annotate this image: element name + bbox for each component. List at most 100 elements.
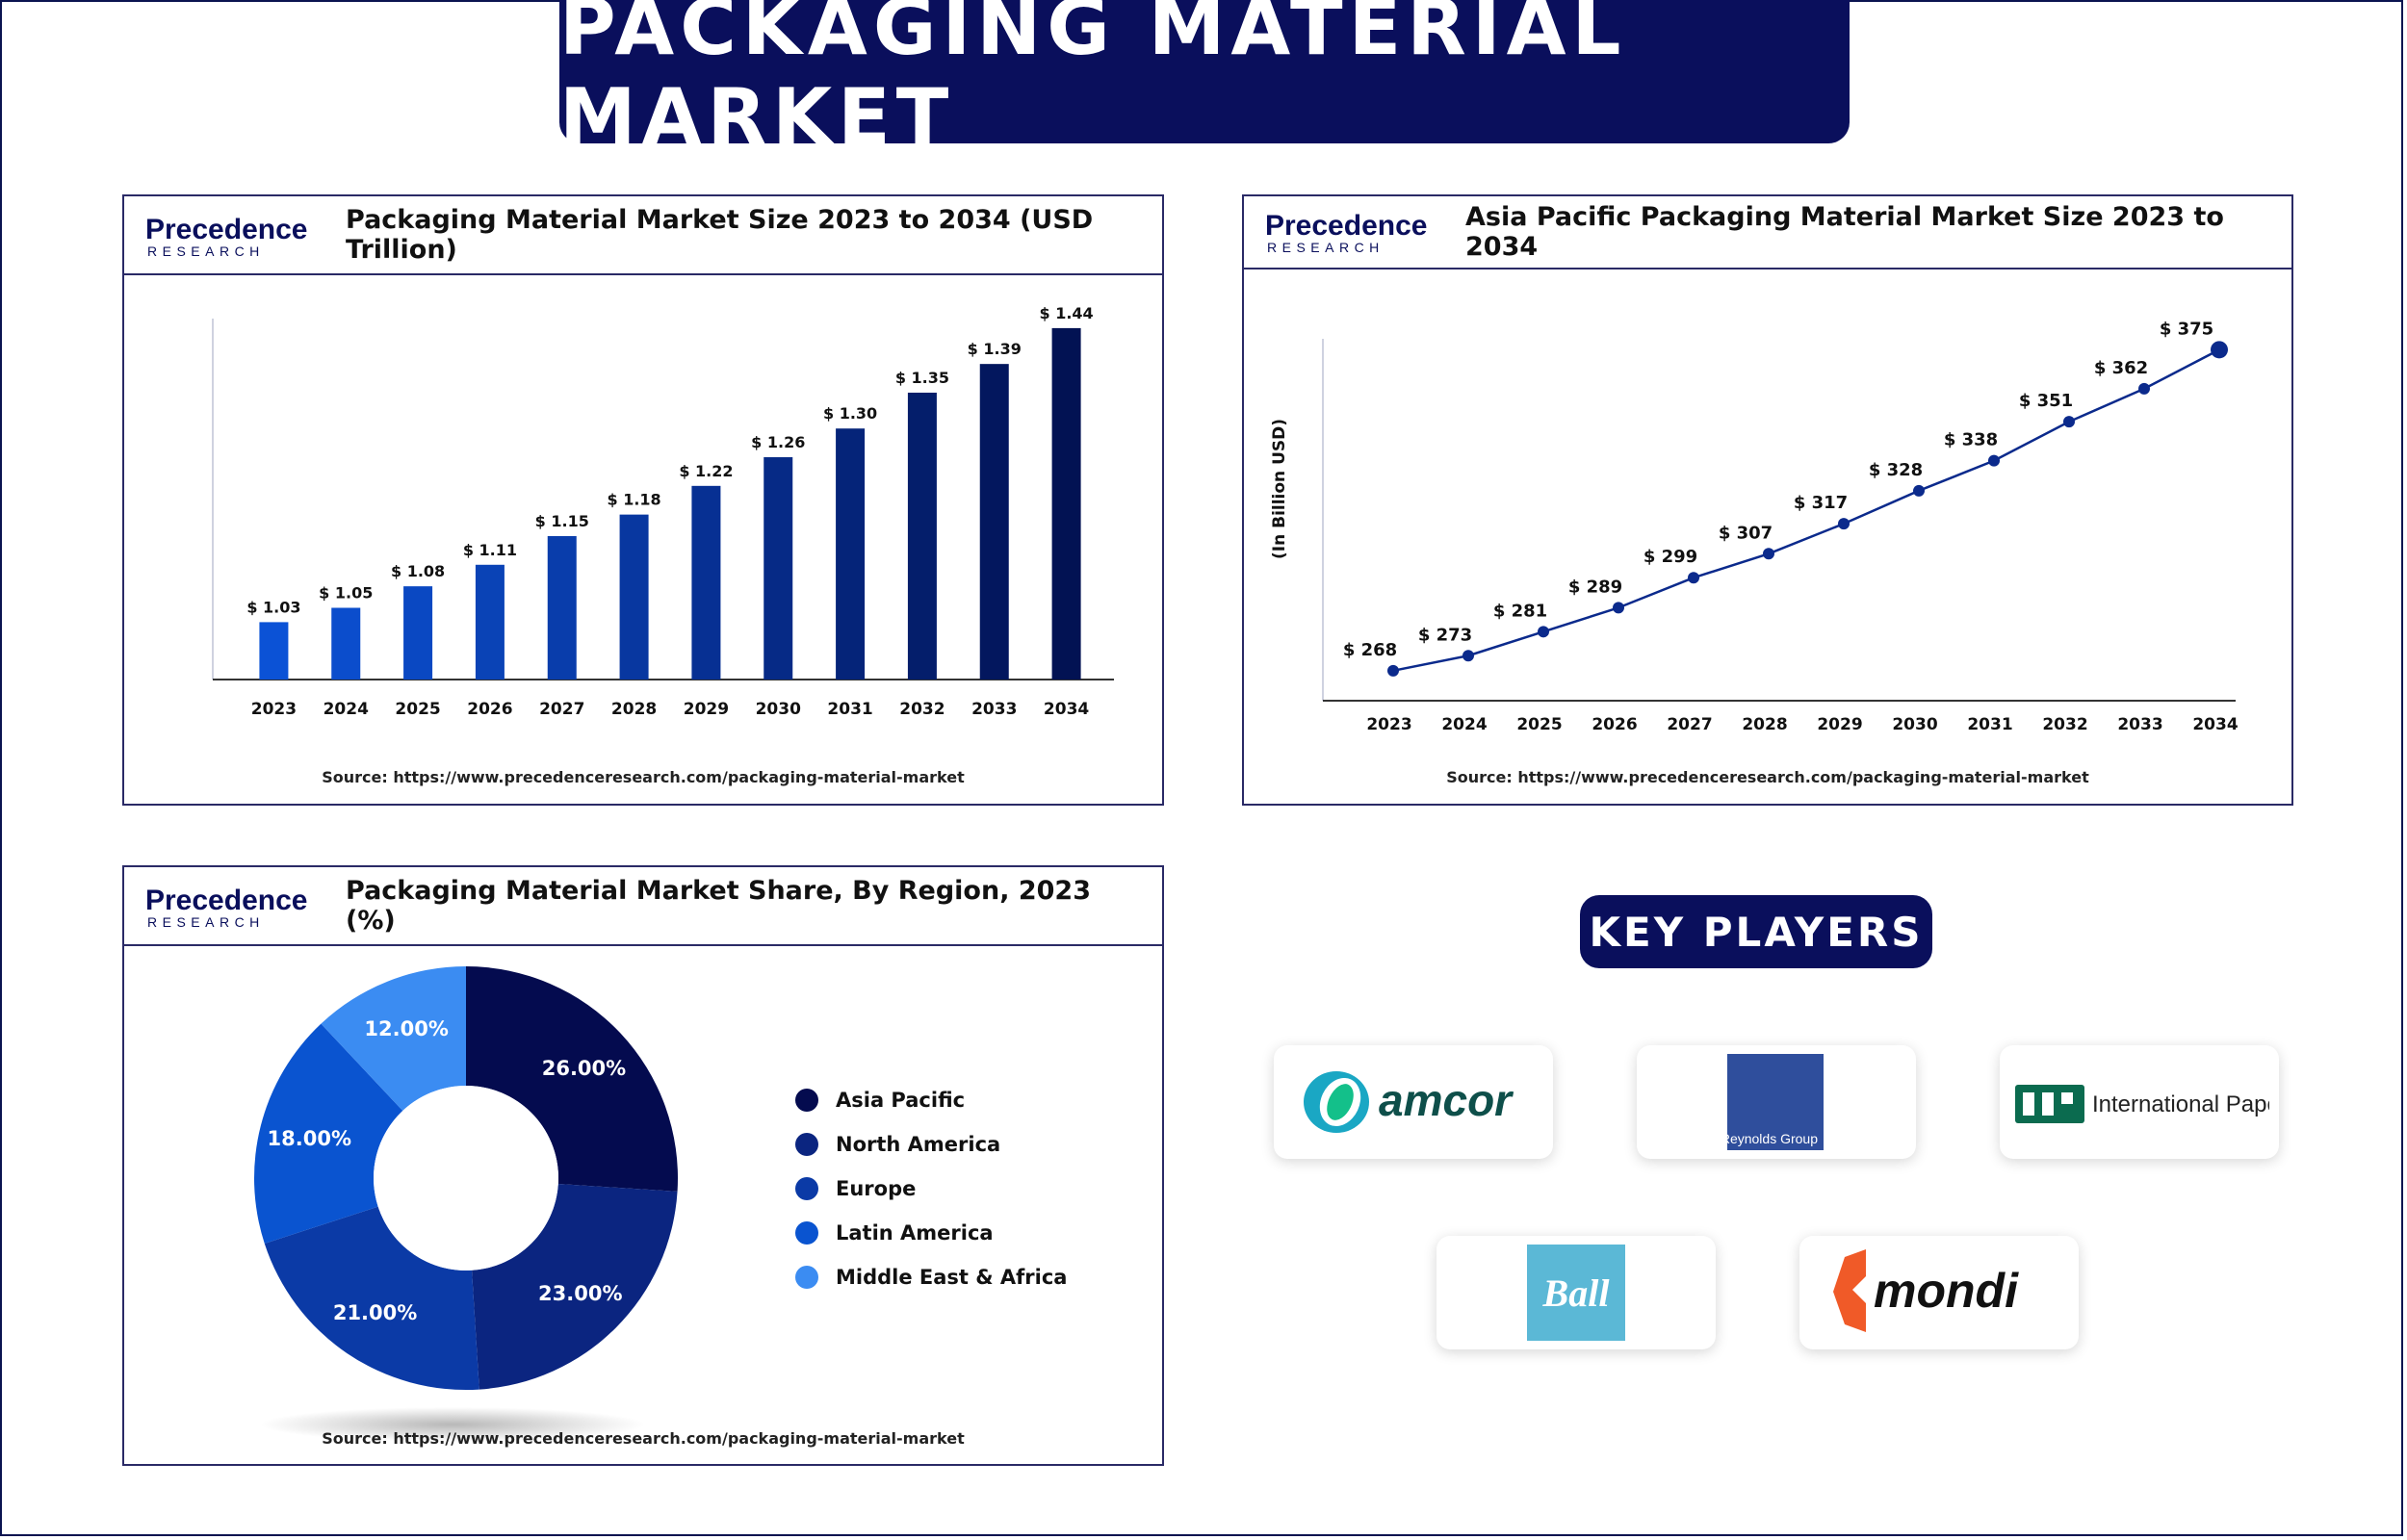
legend-item: Asia Pacific [795,1078,1067,1122]
bar [764,457,793,680]
panel-header: Precedence RESEARCH Asia Pacific Packagi… [1244,196,2291,270]
legend-item: Europe [795,1167,1067,1211]
data-label: $ 273 [1418,625,1472,645]
line-chart: (In Billion USD) $ 268 2023 $ 273 2024 $ 281 2… [1270,319,2239,732]
x-tick-label: 2026 [467,700,512,718]
donut-hole [374,1086,558,1270]
bar [691,485,721,680]
data-point [1688,572,1699,584]
precedence-logo: Precedence RESEARCH [143,212,317,267]
bar [475,564,505,680]
bar [259,622,289,680]
key-players-title: KEY PLAYERS [1589,908,1924,956]
bar-value-label: $ 1.26 [751,433,805,451]
data-point [1988,454,2000,467]
x-tick-label: 2032 [2042,715,2087,732]
bar [619,514,649,680]
mondi-logo: mondi [1833,1249,2019,1332]
reynolds-logo: Reynolds Group [1723,1054,1824,1150]
donut-slice [264,1206,479,1390]
chart-title: Packaging Material Market Share, By Regi… [346,876,1092,936]
x-tick-label: 2027 [1667,715,1712,732]
international-paper-logo: International Paper [2015,1085,2269,1123]
data-label: $ 317 [1794,493,1848,513]
data-label: $ 338 [1944,430,1998,450]
data-label: $ 281 [1493,601,1547,621]
legend-swatch [795,1089,818,1112]
bar-value-label: $ 1.18 [607,491,660,509]
bar-value-label: $ 1.11 [463,541,517,559]
x-tick-label: 2033 [971,700,1017,718]
logo-name: Precedence [145,885,307,916]
legend-label: Middle East & Africa [836,1266,1068,1289]
page-banner: PACKAGING MATERIAL MARKET [559,0,1850,162]
donut-slice [466,966,678,1192]
bar-value-label: $ 1.03 [246,598,300,616]
legend-swatch [795,1266,818,1289]
logo-name: Precedence [1265,210,1427,242]
market-size-panel: Precedence RESEARCH Packaging Material M… [122,194,1164,806]
precedence-logo: Precedence RESEARCH [1263,208,1436,263]
x-tick-label: 2030 [1892,715,1937,732]
x-tick-label: 2027 [539,700,584,718]
legend-item: Middle East & Africa [795,1255,1067,1299]
data-point [2211,341,2228,359]
page-title: PACKAGING MATERIAL MARKET [559,0,1627,162]
bar-value-label: $ 1.35 [895,369,949,387]
x-tick-label: 2023 [1366,715,1411,732]
legend-swatch [795,1177,818,1200]
ball-card: Ball [1436,1236,1716,1349]
legend-swatch [795,1221,818,1245]
x-tick-label: 2034 [2192,715,2238,732]
x-tick-label: 2025 [1516,715,1562,732]
donut-slice [321,966,466,1112]
bar [1051,327,1081,680]
bar-value-label: $ 1.39 [968,340,1022,358]
reynolds-card: Reynolds Group [1637,1045,1916,1159]
bar-value-label: $ 1.08 [391,562,445,580]
data-label: $ 289 [1568,577,1622,597]
data-label: $ 268 [1343,640,1397,660]
data-label: $ 328 [1869,460,1923,480]
slice-label: 18.00% [268,1127,351,1150]
donut-legend: Asia Pacific North America Europe Latin Ame… [795,1078,1067,1299]
x-tick-label: 2025 [395,700,440,718]
logo-sub: RESEARCH [147,914,265,930]
logo-name: Precedence [145,214,307,245]
logo-sub: RESEARCH [147,244,265,259]
x-tick-label: 2034 [1044,700,1089,718]
slice-label: 23.00% [538,1282,622,1305]
international-paper-card: International Paper [2000,1045,2279,1159]
asia-pacific-panel: Precedence RESEARCH Asia Pacific Packagi… [1242,194,2293,806]
data-point [1538,626,1549,638]
chart-title: Packaging Material Market Size 2023 to 2… [346,205,1094,265]
x-tick-label: 2030 [756,700,801,718]
source-text: Source: https://www.precedenceresearch.c… [1446,768,2089,786]
data-label: $ 299 [1643,547,1697,567]
x-tick-label: 2033 [2117,715,2162,732]
chart-title: Asia Pacific Packaging Material Market S… [1465,202,2224,262]
bar [836,428,866,680]
data-label: $ 375 [2160,319,2213,339]
x-tick-label: 2029 [684,700,729,718]
bar [547,535,577,680]
data-point [1613,602,1624,614]
donut-slice [254,1023,403,1244]
legend-label: Europe [836,1177,917,1200]
donut-chart: 26.00% 23.00% 21.00% 18.00% 12.00% [254,966,678,1442]
data-point [1838,518,1850,530]
x-tick-label: 2028 [611,700,657,718]
x-tick-label: 2031 [827,700,872,718]
slice-label: 21.00% [333,1301,417,1324]
x-tick-label: 2029 [1817,715,1862,732]
panel-header: Precedence RESEARCH Packaging Material M… [124,867,1162,946]
data-label: $ 351 [2019,391,2073,411]
bar-value-label: $ 1.30 [823,404,877,423]
amcor-wordmark: amcor [1379,1075,1514,1125]
data-point [1462,650,1474,662]
data-point [2063,416,2075,428]
panel-header: Precedence RESEARCH Packaging Material M… [124,196,1162,275]
y-axis-label: (In Billion USD) [1270,419,1289,559]
source-text: Source: https://www.precedenceresearch.c… [322,768,965,786]
slice-label: 26.00% [542,1057,626,1080]
